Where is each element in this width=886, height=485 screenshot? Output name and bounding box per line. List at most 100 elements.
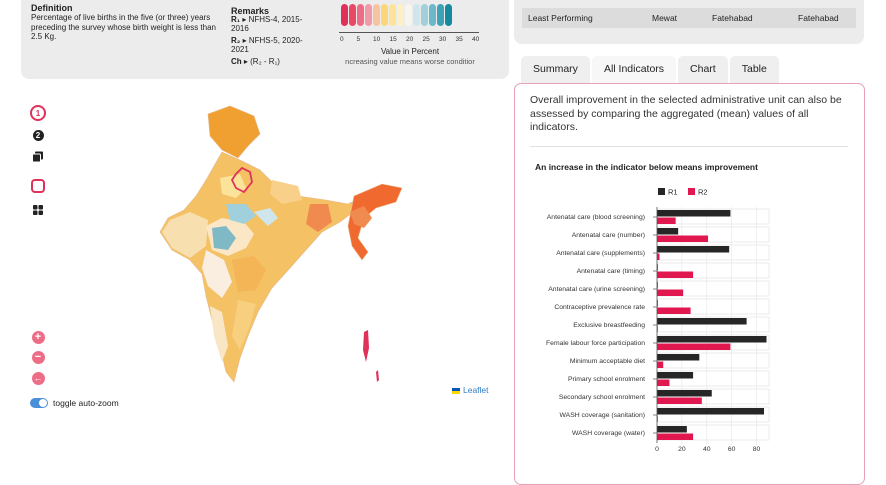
indicator-bar-chart: R1 R2 Antenatal care (blood screening) Ante… [546, 188, 770, 453]
category-label: Contraceptive prevalence rate [554, 304, 645, 311]
legend-swatch-8 [405, 4, 412, 26]
auto-zoom-toggle[interactable] [30, 398, 48, 408]
tab-chart[interactable]: Chart [678, 56, 728, 84]
back-arrow-icon: ← [31, 371, 45, 385]
india-choropleth-map[interactable] [150, 100, 420, 400]
legend-tick-label: 35 [455, 36, 463, 43]
remarks-title: Remarks [231, 6, 270, 16]
legend-tick-label: 5 [356, 36, 361, 43]
legend-tick-label: 0 [340, 36, 344, 43]
legend-tick-label: 40 [472, 36, 480, 43]
bar-r1 [657, 336, 767, 343]
legend-tick-label: 25 [422, 36, 430, 43]
bar-r2 [657, 289, 684, 296]
improvement-summary: Overall improvement in the selected admi… [530, 94, 842, 133]
bar-r2 [657, 217, 676, 224]
category-label: Secondary school enrolment [559, 394, 645, 401]
legend-swatch-0 [341, 4, 348, 26]
leaflet-attribution[interactable]: Leaflet [452, 385, 489, 395]
bar-r1 [657, 408, 765, 415]
x-tick-label: 80 [753, 446, 761, 453]
indicator-info-panel: Definition Percentage of live births in … [21, 0, 509, 79]
legend-swatch-r1 [658, 188, 665, 195]
row-cell-3: Fatehabad [798, 13, 839, 23]
back-button[interactable]: ← [30, 370, 46, 386]
zoom-in-icon: + [31, 330, 45, 344]
bar-r1 [657, 354, 700, 361]
definition-text: Percentage of live births in the five (o… [31, 13, 216, 41]
bar-r1 [657, 282, 658, 289]
definition-title: Definition [31, 3, 73, 13]
bar-r2 [657, 361, 664, 368]
square-select-icon[interactable] [30, 178, 46, 194]
bar-r1 [657, 318, 747, 325]
least-performing-row: Least Performing Mewat Fatehabad Fatehab… [522, 8, 856, 28]
copy-icon[interactable] [30, 149, 46, 165]
layer-one-button[interactable]: 1 [30, 105, 46, 121]
category-label: Primary school enrolment [568, 376, 645, 383]
category-label: Female labour force participation [546, 340, 645, 347]
auto-zoom-label: toggle auto-zoom [53, 398, 119, 408]
bar-r2 [657, 415, 658, 422]
layer-one-label: 1 [30, 105, 46, 121]
tab-all-indicators[interactable]: All Indicators [591, 56, 677, 84]
legend-swatch-2 [357, 4, 364, 26]
legend-swatch-9 [413, 4, 420, 26]
remark-r2: R₂ ▸ NFHS-5, 2020- [231, 36, 303, 45]
legend-swatch-5 [381, 4, 388, 26]
category-label: Antenatal care (supplements) [556, 250, 645, 257]
bar-r2 [657, 325, 658, 332]
layer-two-label: 2 [32, 129, 44, 141]
category-label: Exclusive breastfeeding [573, 322, 645, 329]
tab-summary[interactable]: Summary [521, 56, 590, 84]
legend-tick-label: 30 [439, 36, 447, 43]
legend-swatch-7 [397, 4, 404, 26]
x-tick-label: 40 [703, 446, 711, 453]
legend-tick-label: 10 [373, 36, 381, 43]
tab-table[interactable]: Table [729, 56, 779, 84]
legend-label-r1: R1 [668, 188, 678, 197]
legend-axis [339, 32, 479, 43]
zoom-out-button[interactable]: − [30, 349, 46, 365]
legend-color-swatches [341, 4, 452, 26]
category-label: Antenatal care (number) [572, 232, 645, 239]
bar-r2 [657, 307, 691, 314]
x-tick-label: 20 [678, 446, 686, 453]
legend-swatch-1 [349, 4, 356, 26]
legend-swatch-12 [437, 4, 444, 26]
category-label: WASH coverage (water) [572, 430, 645, 437]
flag-icon [452, 387, 460, 394]
bar-r2 [657, 253, 660, 260]
layer-two-button[interactable]: 2 [30, 127, 46, 143]
category-label: Antenatal care (blood screening) [547, 214, 645, 221]
bar-r1 [657, 210, 731, 217]
bar-r2 [657, 379, 670, 386]
x-tick-label: 0 [655, 446, 659, 453]
row-label: Least Performing [528, 13, 593, 23]
remark-change: Ch ▸ (R₂ - R₁) [231, 57, 280, 66]
category-label: WASH coverage (sanitation) [560, 412, 646, 419]
legend-swatch-3 [365, 4, 372, 26]
color-legend: 0 5 10 15 20 25 30 35 40 Value in Percent ncreas… [339, 4, 481, 76]
all-indicators-panel: Overall improvement in the selected admi… [514, 83, 865, 485]
panel-tabs: Summary All Indicators Chart Table [521, 56, 779, 84]
bar-r2 [657, 433, 694, 440]
zoom-in-button[interactable]: + [30, 329, 46, 345]
x-tick-label: 60 [728, 446, 736, 453]
chart-title: An increase in the indicator below means… [535, 162, 758, 172]
legend-swatch-r2 [688, 188, 695, 195]
bar-r2 [657, 271, 694, 278]
category-label: Antenatal care (urine screening) [548, 286, 645, 293]
legend-swatch-11 [429, 4, 436, 26]
bar-r1 [657, 300, 658, 307]
category-label: Antenatal care (timing) [577, 268, 645, 275]
bar-r1 [657, 372, 694, 379]
legend-swatch-6 [389, 4, 396, 26]
performance-card: Least Performing Mewat Fatehabad Fatehab… [514, 0, 864, 44]
grid-icon[interactable] [30, 202, 46, 218]
bar-r1 [657, 426, 687, 433]
bar-r1 [657, 228, 679, 235]
legend-tick-label: 15 [389, 36, 397, 43]
leaflet-link[interactable]: Leaflet [463, 385, 489, 395]
legend-swatch-13 [445, 4, 452, 26]
